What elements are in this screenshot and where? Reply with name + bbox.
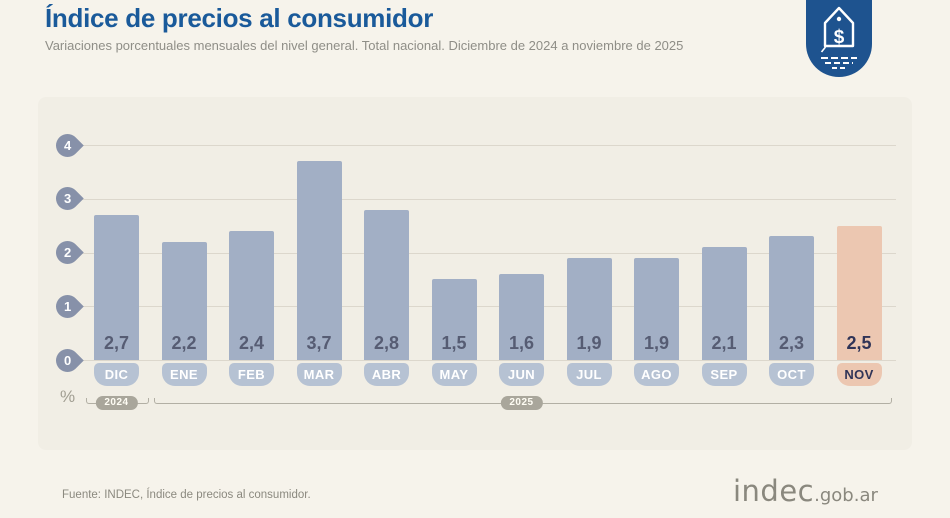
y-axis-tick-label: 1 [63, 298, 72, 314]
source-note: Fuente: INDEC, Índice de precios al cons… [62, 489, 311, 501]
bar-sep: 2,1 [701, 247, 747, 360]
month-tab-jun: JUN [499, 363, 544, 386]
gridline-4 [78, 145, 896, 146]
bar-value-nov: 2,5 [846, 333, 872, 353]
bar-mar: 3,7 [296, 161, 342, 360]
page-title: Índice de precios al consumidor [45, 3, 434, 33]
bar-value-feb: 2,4 [238, 333, 265, 353]
gridline-3 [78, 198, 896, 200]
y-axis-tick-label: 3 [63, 191, 72, 207]
year-pill-2025: 2025 [500, 396, 543, 410]
month-tab-mar: MAR [296, 363, 342, 386]
bar-value-jun: 1,6 [508, 333, 535, 353]
svg-text:$: $ [834, 27, 845, 48]
y-axis-tick-0: 0 [51, 343, 84, 377]
bar-ene: 2,2 [161, 241, 207, 360]
month-tab-ene: ENE [161, 363, 207, 386]
bar-ago: 1,9 [634, 257, 679, 360]
bar-jul: 1,9 [566, 257, 612, 360]
bar-value-may: 1,5 [441, 333, 467, 353]
bar-value-ene: 2,2 [171, 333, 197, 353]
bar-oct: 2,3 [769, 236, 814, 360]
month-tab-feb: FEB [229, 363, 274, 386]
bar-value-mar: 3,7 [306, 333, 332, 353]
month-tab-oct: OCT [769, 363, 814, 386]
y-axis-tick-2: 2 [51, 236, 84, 269]
bar-value-jul: 1,9 [576, 333, 602, 353]
bar-chart: 0 1 2 3 4 2,7 DIC 2,2 ENE 2,4 FEB 3,7 MAR 2,8 ABR 1,5 MA… [38, 97, 912, 450]
month-tab-nov: NOV [836, 363, 882, 386]
bar-value-ago: 1,9 [643, 333, 670, 353]
y-axis-unit-label: % [60, 387, 76, 406]
bar-abr: 2,8 [364, 209, 409, 360]
gridline-0 [78, 360, 896, 361]
gridline-1 [78, 306, 896, 308]
bar-may: 1,5 [431, 279, 477, 360]
y-axis-tick-label: 2 [63, 244, 72, 260]
indec-logo: indec .gob.ar [733, 474, 878, 508]
bar-jun: 1,6 [499, 274, 544, 360]
bar-value-abr: 2,8 [373, 333, 400, 353]
bar-nov: 2,5 [836, 225, 882, 360]
bar-feb: 2,4 [229, 231, 274, 360]
gridline-2 [78, 252, 896, 254]
month-tab-ago: AGO [634, 363, 679, 386]
indec-logo-suffix: .gob.ar [814, 485, 878, 506]
y-axis-tick-3: 3 [51, 182, 84, 216]
bar-value-sep: 2,1 [711, 333, 737, 353]
indec-logo-main: indec [733, 474, 815, 508]
chart-panel: 0 1 2 3 4 2,7 DIC 2,2 ENE 2,4 FEB 3,7 MAR 2,8 ABR 1,5 MA… [38, 97, 912, 450]
month-tab-may: MAY [431, 363, 477, 386]
y-axis-tick-4: 4 [51, 128, 84, 162]
page-subtitle: Variaciones porcentuales mensuales del n… [45, 38, 684, 53]
bar-value-dic: 2,7 [103, 333, 130, 353]
price-tag-icon: $ [806, 0, 872, 77]
price-tag-glyph: $ [820, 6, 857, 69]
year-pill-2024: 2024 [95, 396, 138, 410]
month-tab-abr: ABR [364, 363, 409, 386]
bar-dic: 2,7 [94, 214, 139, 360]
month-tab-sep: SEP [701, 363, 747, 386]
month-tab-jul: JUL [566, 363, 612, 386]
y-axis-tick-1: 1 [51, 289, 84, 323]
y-axis-tick-label: 0 [63, 352, 72, 368]
bar-value-oct: 2,3 [778, 333, 805, 353]
month-tab-dic: DIC [94, 363, 139, 386]
y-axis-tick-label: 4 [63, 137, 72, 153]
